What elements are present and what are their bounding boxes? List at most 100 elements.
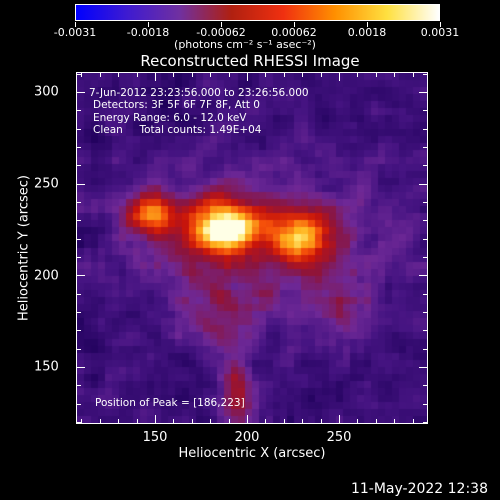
axis-tick (419, 275, 427, 276)
axis-tick (77, 220, 81, 221)
axis-tick (77, 312, 81, 313)
axis-tick (357, 73, 358, 77)
axis-tick (229, 419, 230, 423)
axis-tick (173, 419, 174, 423)
axis-tick (210, 73, 211, 77)
axis-tick (155, 73, 156, 81)
axis-tick (394, 73, 395, 77)
axis-tick (100, 419, 101, 423)
axis-tick (419, 367, 427, 368)
axis-tick (137, 73, 138, 77)
axis-tick (321, 73, 322, 77)
y-tick-label: 150 (34, 359, 59, 375)
colorbar-tick (294, 22, 295, 27)
axis-tick (413, 419, 414, 423)
axis-tick (77, 129, 81, 130)
y-axis-label: Heliocentric Y (arcsec) (16, 175, 32, 321)
colorbar-tick-label: 0.0031 (420, 26, 460, 39)
x-axis-label: Heliocentric X (arcsec) (178, 446, 326, 461)
axis-tick (118, 419, 119, 423)
axis-tick (77, 385, 81, 386)
axis-tick (423, 220, 427, 221)
axis-tick (423, 110, 427, 111)
axis-tick (77, 165, 81, 166)
axis-tick (284, 73, 285, 77)
axis-tick (423, 202, 427, 203)
axis-tick (77, 92, 85, 93)
axis-tick (423, 330, 427, 331)
axis-tick (81, 419, 82, 423)
detectors-annotation: Detectors: 3F 5F 6F 7F 8F, Att 0 (93, 99, 260, 111)
axis-tick (81, 73, 82, 77)
axis-tick (192, 73, 193, 77)
axis-tick (339, 73, 340, 81)
axis-tick (284, 419, 285, 423)
colorbar-tick (367, 22, 368, 27)
axis-tick (173, 73, 174, 77)
axis-tick (137, 419, 138, 423)
colorbar-tick-label: -0.0031 (53, 26, 97, 39)
axis-tick (192, 419, 193, 423)
axis-tick (247, 415, 248, 423)
axis-tick (77, 110, 81, 111)
axis-tick (376, 419, 377, 423)
axis-tick (302, 419, 303, 423)
colorbar-tick-label: -0.0018 (126, 26, 170, 39)
axis-tick (77, 74, 81, 75)
colorbar-tick (75, 22, 76, 27)
axis-tick (77, 422, 81, 423)
axis-tick (77, 275, 85, 276)
x-tick-label: 200 (234, 430, 260, 445)
axis-tick (77, 349, 81, 350)
colorbar-tick-label: 0.00062 (271, 26, 317, 39)
image-plot: 7-Jun-2012 23:23:56.000 to 23:26:56.000 … (76, 72, 428, 424)
colorbar-tick (221, 22, 222, 27)
plot-title: Reconstructed RHESSI Image (140, 52, 360, 70)
axis-tick (419, 184, 427, 185)
footer-date: 11-May-2022 12:38 (350, 481, 488, 497)
axis-tick (423, 312, 427, 313)
axis-tick (394, 419, 395, 423)
axis-tick (321, 419, 322, 423)
axis-tick (423, 422, 427, 423)
colorbar-units: (photons cm⁻² s⁻¹ asec⁻²) (174, 38, 316, 51)
colorbar (75, 4, 440, 21)
axis-tick (423, 129, 427, 130)
axis-tick (265, 419, 266, 423)
axis-tick (77, 239, 81, 240)
axis-tick (339, 415, 340, 423)
axis-tick (77, 257, 81, 258)
axis-tick (423, 147, 427, 148)
axis-tick (423, 74, 427, 75)
axis-tick (100, 73, 101, 77)
axis-tick (376, 73, 377, 77)
axis-tick (423, 165, 427, 166)
axis-tick (118, 73, 119, 77)
y-tick-label: 300 (34, 84, 59, 100)
axis-tick (229, 73, 230, 77)
axis-tick (423, 239, 427, 240)
axis-tick (77, 147, 81, 148)
axis-tick (423, 385, 427, 386)
colorbar-tick (148, 22, 149, 27)
axis-tick (419, 92, 427, 93)
axis-tick (423, 294, 427, 295)
x-tick-label: 250 (326, 430, 352, 445)
axis-tick (413, 73, 414, 77)
counts-annotation: Clean Total counts: 1.49E+04 (93, 124, 262, 136)
axis-tick (155, 415, 156, 423)
axis-tick (210, 419, 211, 423)
energy-range-annotation: Energy Range: 6.0 - 12.0 keV (93, 112, 247, 124)
x-tick-label: 150 (142, 430, 168, 445)
time-range-annotation: 7-Jun-2012 23:23:56.000 to 23:26:56.000 (89, 87, 309, 99)
axis-tick (77, 404, 81, 405)
axis-tick (423, 349, 427, 350)
colorbar-tick-label: 0.0018 (347, 26, 387, 39)
axis-tick (77, 330, 81, 331)
peak-position-annotation: Position of Peak = [186,223] (95, 397, 245, 409)
rhessi-image (77, 73, 427, 423)
axis-tick (423, 404, 427, 405)
colorbar-tick (440, 22, 441, 27)
axis-tick (357, 419, 358, 423)
axis-tick (423, 257, 427, 258)
